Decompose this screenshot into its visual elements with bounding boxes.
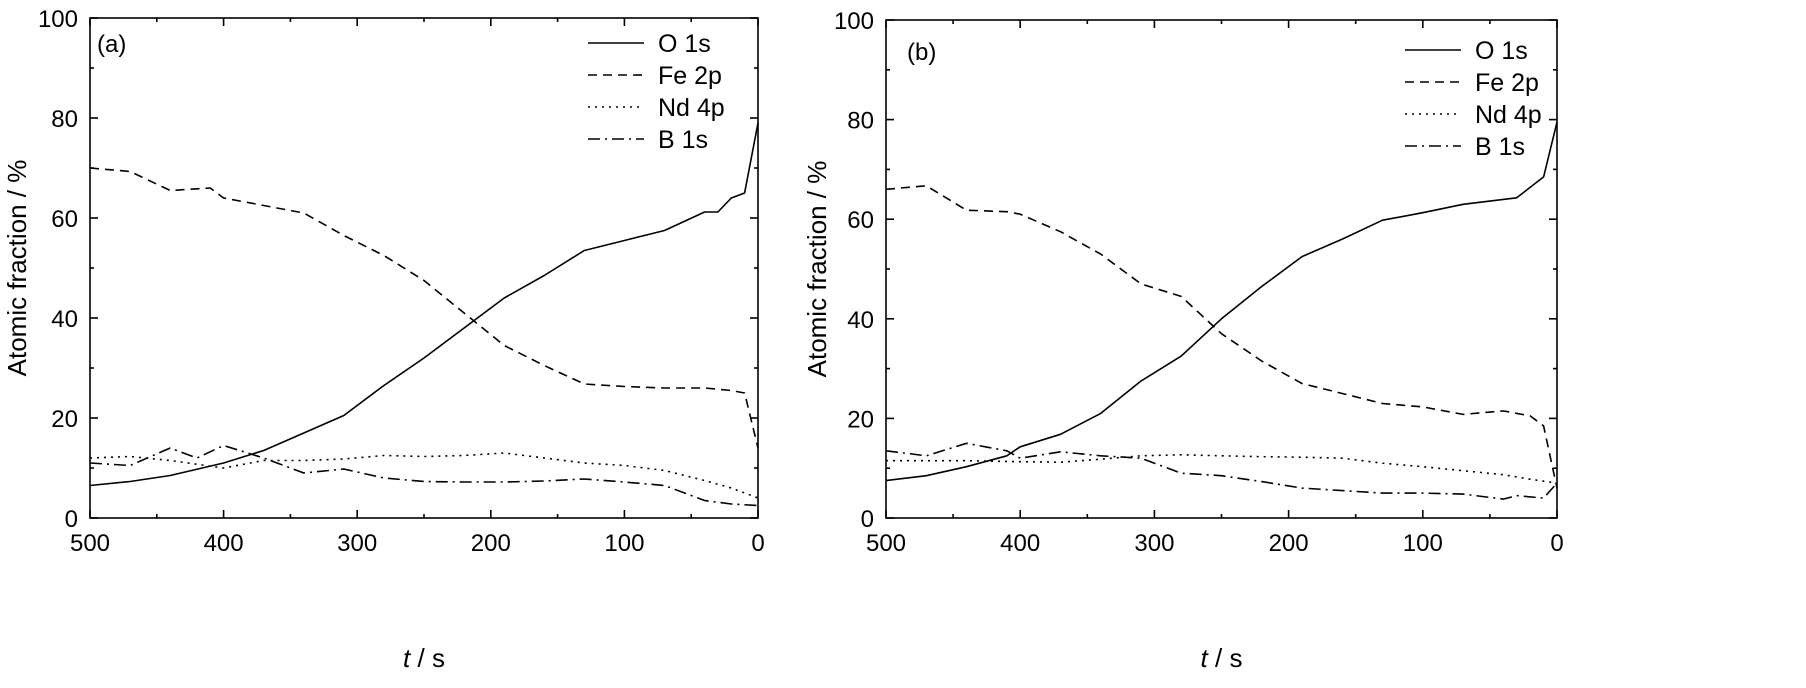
y-tick-label: 60 [51,206,78,233]
x-tick-label: 400 [1000,530,1040,557]
y-tick-label: 0 [861,506,874,533]
legend-label: Fe 2p [658,62,722,90]
plot-frame [89,17,759,519]
legend: O 1s Fe 2p Nd 4p B 1s [1405,37,1542,161]
x-tick-label: 300 [337,530,377,557]
y-tick-label: 100 [834,8,874,35]
legend-label: Nd 4p [658,94,725,122]
legend: O 1s Fe 2p Nd 4p B 1s [588,30,725,154]
series-line-o-1s [89,122,759,487]
plot-frame [885,19,1558,519]
x-axis-title: t / s [403,643,445,673]
series-line-nd-4p [886,454,1558,484]
series-line-nd-4p [89,452,759,499]
legend-label: B 1s [1475,133,1525,161]
x-axis-title: t / s [1201,643,1243,673]
y-tick-label: 20 [51,406,78,433]
legend-label: B 1s [658,126,708,154]
panel-a: 500 400 300 200 100 0 0 20 40 60 80 100 t / s Atomic … [2,6,765,673]
panel-label: (a) [97,31,126,58]
x-axis-unit: / s [1208,643,1243,673]
series-line-o-1s [885,121,1558,482]
legend-label: O 1s [658,30,711,58]
y-axis-title: Atomic fraction / % [802,161,832,378]
x-tick-label: 500 [70,530,110,557]
x-tick-label: 100 [1403,530,1443,557]
x-tick-label: 100 [604,530,644,557]
legend-label: O 1s [1475,37,1528,65]
y-tick-label: 80 [51,106,78,133]
series-line-fe-2p [885,185,1558,489]
x-tick-label: 400 [204,530,244,557]
panel-b: 500 400 300 200 100 0 0 20 40 60 80 100 t / s Atomic … [802,8,1564,673]
x-axis-variable: t [403,643,412,673]
y-tick-label: 20 [847,406,874,433]
x-tick-label: 500 [866,530,906,557]
legend-label: Fe 2p [1475,69,1539,97]
y-tick-label: 0 [65,506,78,533]
x-tick-label: 200 [471,530,511,557]
panel-label: (b) [907,39,936,66]
y-tick-label: 40 [847,307,874,334]
y-tick-label: 100 [38,6,78,33]
y-axis-title: Atomic fraction / % [2,160,32,377]
x-axis-variable: t [1201,643,1210,673]
y-tick-label: 80 [847,108,874,135]
y-tick-label: 40 [51,306,78,333]
x-tick-label: 200 [1269,530,1309,557]
legend-label: Nd 4p [1475,101,1542,129]
series-line-fe-2p [89,167,759,449]
y-tick-label: 60 [847,207,874,234]
series-line-b-1s [885,442,1558,500]
x-axis-unit: / s [410,643,445,673]
x-tick-label: 300 [1134,530,1174,557]
series-line-b-1s [89,444,759,507]
x-tick-label: 0 [1550,530,1563,557]
x-tick-label: 0 [751,530,764,557]
